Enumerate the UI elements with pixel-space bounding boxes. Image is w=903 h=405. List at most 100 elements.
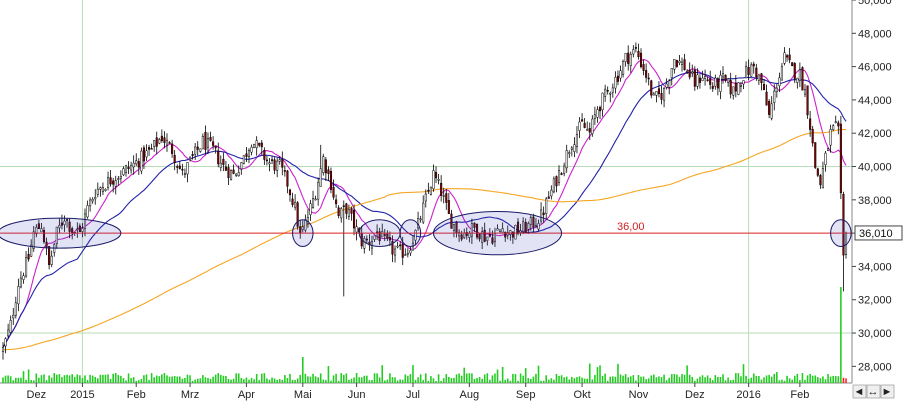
volume-bar: [660, 377, 663, 383]
candle: [160, 129, 163, 143]
candle-body: [409, 250, 412, 254]
volume-bar: [514, 374, 517, 383]
volume-bar: [407, 375, 409, 383]
volume-bar: [719, 376, 722, 383]
candle: [155, 131, 158, 155]
candle: [619, 65, 622, 82]
candle-body: [132, 162, 135, 168]
volume-bar: [827, 374, 829, 383]
candle: [391, 235, 394, 263]
candle: [345, 202, 348, 219]
candle-body: [447, 200, 450, 214]
candle-body: [575, 134, 579, 147]
volume-bar: [819, 378, 822, 383]
scroll-right-icon[interactable]: ►: [882, 386, 893, 398]
scroll-left-icon[interactable]: ◄: [854, 386, 865, 398]
highlight-ellipse[interactable]: [830, 219, 852, 247]
volume-bar: [342, 374, 345, 383]
volume-bar: [276, 379, 278, 383]
volume-bar: [125, 380, 127, 383]
candle: [322, 153, 325, 176]
candle: [265, 155, 268, 166]
candle: [719, 70, 722, 100]
candle: [342, 200, 345, 297]
candle: [209, 131, 212, 142]
volume-bar: [599, 365, 601, 383]
candle: [704, 69, 707, 86]
candle-body: [591, 118, 594, 134]
volume-bar: [22, 371, 25, 383]
candle-body: [827, 148, 830, 152]
scroll-left-button[interactable]: [852, 384, 867, 399]
volume-bar: [45, 380, 48, 383]
highlight-ellipse[interactable]: [0, 217, 122, 249]
candle-body: [527, 223, 530, 230]
candle: [112, 177, 115, 193]
candle-body: [253, 144, 256, 148]
candle: [434, 166, 438, 183]
candle: [219, 155, 222, 172]
volume-bar: [440, 380, 442, 383]
footer-controls[interactable]: ◄ ↔ ►: [852, 384, 895, 399]
candle-body: [319, 168, 322, 187]
highlight-ellipse[interactable]: [399, 219, 422, 247]
volume-bar: [120, 375, 122, 383]
volume-bar: [25, 379, 27, 383]
highlight-ellipse[interactable]: [292, 219, 314, 247]
candle-body: [104, 188, 107, 191]
candle: [460, 230, 463, 242]
volume-bar: [17, 377, 20, 383]
candle: [606, 86, 609, 95]
highlight-ellipse[interactable]: [358, 219, 401, 247]
volume-bar: [532, 376, 535, 383]
candles-layer: [1, 42, 848, 360]
time-axis-label: Nov: [629, 389, 649, 401]
volume-bar: [207, 378, 209, 383]
expand-range-button[interactable]: [866, 384, 881, 399]
candle-body: [171, 143, 174, 154]
candle-body: [96, 188, 99, 195]
expand-range-icon[interactable]: ↔: [868, 386, 879, 398]
volume-bar: [781, 379, 783, 383]
volume-bar: [612, 376, 614, 383]
candle-body: [332, 186, 335, 198]
volume-bar: [404, 374, 407, 383]
scroll-right-button[interactable]: [880, 384, 895, 399]
candle-body: [586, 129, 589, 131]
candle-body: [201, 135, 204, 150]
candle-body: [716, 78, 719, 89]
candle: [288, 188, 292, 202]
candle: [673, 58, 676, 74]
highlight-ellipse[interactable]: [432, 210, 563, 256]
candle-body: [178, 165, 181, 169]
volume-bar: [809, 373, 811, 383]
candle: [278, 156, 281, 165]
candle-body: [639, 52, 643, 68]
volume-bar: [281, 379, 284, 383]
candle: [755, 63, 758, 81]
candle: [306, 209, 309, 228]
volume-bar: [371, 380, 373, 383]
volume-bar: [360, 377, 363, 383]
volume-bar: [691, 376, 694, 383]
candle-body: [414, 229, 417, 241]
candle-body: [196, 146, 199, 150]
price-axis-tick-label: 32,000: [858, 295, 892, 307]
candle-body: [391, 241, 394, 255]
candle: [19, 271, 22, 289]
volume-bar: [189, 375, 191, 383]
volume-bar: [173, 376, 176, 383]
candle-body: [230, 170, 233, 181]
candle-body: [393, 248, 397, 256]
candle-body: [788, 54, 791, 61]
volume-bar: [760, 379, 763, 383]
candle-body: [247, 149, 251, 158]
candle-body: [598, 107, 602, 112]
candle-body: [114, 180, 117, 187]
candle-body: [306, 217, 309, 224]
volume-bar: [181, 378, 184, 383]
candle: [181, 163, 184, 176]
candle-body: [565, 150, 568, 169]
volume-bar: [253, 379, 255, 383]
